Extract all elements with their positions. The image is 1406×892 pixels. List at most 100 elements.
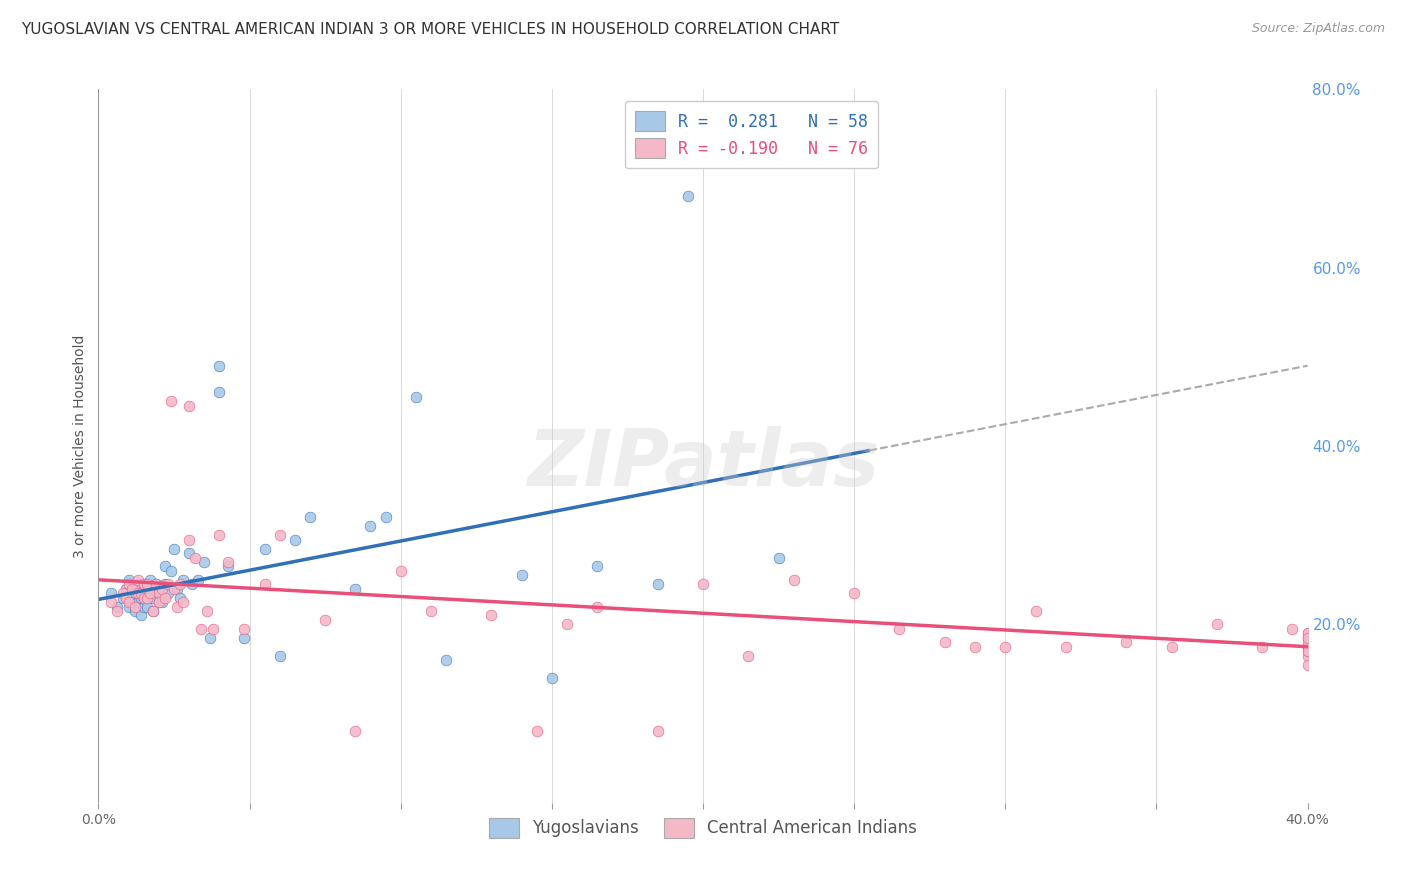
Point — [889, 622, 911, 636]
Point — [163, 541, 186, 556]
Point — [360, 519, 382, 533]
Point — [232, 622, 254, 636]
Point — [148, 595, 170, 609]
Point — [129, 591, 152, 605]
Point — [114, 582, 136, 596]
Point — [132, 599, 155, 614]
Point — [129, 586, 152, 600]
Point — [187, 573, 209, 587]
Point — [269, 528, 291, 542]
Point — [121, 595, 143, 609]
Point — [132, 577, 155, 591]
Point — [127, 595, 149, 609]
Point — [1296, 640, 1319, 654]
Point — [844, 586, 866, 600]
Point — [994, 640, 1017, 654]
Point — [1296, 631, 1319, 645]
Point — [132, 577, 155, 591]
Point — [1296, 640, 1319, 654]
Point — [127, 577, 149, 591]
Point — [510, 568, 533, 582]
Point — [135, 591, 157, 605]
Point — [1296, 644, 1319, 658]
Point — [153, 591, 176, 605]
Point — [150, 582, 173, 596]
Point — [344, 582, 367, 596]
Point — [100, 586, 122, 600]
Point — [132, 591, 155, 605]
Point — [195, 604, 218, 618]
Point — [389, 564, 412, 578]
Point — [253, 541, 276, 556]
Point — [586, 559, 609, 574]
Point — [1296, 631, 1319, 645]
Point — [481, 608, 503, 623]
Point — [142, 604, 165, 618]
Point — [1281, 622, 1303, 636]
Point — [172, 595, 194, 609]
Point — [374, 510, 396, 524]
Point — [100, 595, 122, 609]
Point — [1054, 640, 1077, 654]
Point — [1206, 617, 1229, 632]
Point — [118, 577, 141, 591]
Y-axis label: 3 or more Vehicles in Household: 3 or more Vehicles in Household — [73, 334, 87, 558]
Point — [124, 599, 146, 614]
Point — [1296, 635, 1319, 649]
Point — [934, 635, 956, 649]
Point — [145, 577, 167, 591]
Point — [1296, 648, 1319, 663]
Point — [965, 640, 987, 654]
Point — [179, 399, 201, 413]
Point — [160, 564, 183, 578]
Point — [142, 591, 165, 605]
Point — [184, 550, 207, 565]
Point — [1296, 644, 1319, 658]
Point — [148, 595, 170, 609]
Point — [169, 577, 191, 591]
Point — [208, 359, 231, 373]
Point — [172, 573, 194, 587]
Point — [253, 577, 276, 591]
Point — [156, 586, 179, 600]
Point — [193, 555, 215, 569]
Point — [118, 595, 141, 609]
Point — [118, 599, 141, 614]
Legend: Yugoslavians, Central American Indians: Yugoslavians, Central American Indians — [479, 807, 927, 848]
Point — [148, 586, 170, 600]
Point — [217, 559, 239, 574]
Point — [156, 577, 179, 591]
Point — [555, 617, 578, 632]
Point — [160, 394, 183, 409]
Point — [1251, 640, 1274, 654]
Point — [148, 586, 170, 600]
Point — [190, 622, 212, 636]
Point — [647, 724, 669, 739]
Point — [163, 582, 186, 596]
Point — [647, 577, 669, 591]
Point — [1296, 657, 1319, 672]
Point — [179, 533, 201, 547]
Point — [269, 648, 291, 663]
Point — [1160, 640, 1182, 654]
Point — [540, 671, 562, 685]
Point — [166, 599, 188, 614]
Point — [153, 577, 176, 591]
Point — [420, 604, 443, 618]
Point — [114, 591, 136, 605]
Point — [1296, 640, 1319, 654]
Point — [105, 604, 128, 618]
Point — [202, 622, 225, 636]
Point — [284, 533, 307, 547]
Point — [1296, 640, 1319, 654]
Point — [121, 582, 143, 596]
Point — [208, 385, 231, 400]
Point — [232, 631, 254, 645]
Point — [737, 648, 759, 663]
Point — [1024, 604, 1046, 618]
Point — [142, 604, 165, 618]
Point — [135, 577, 157, 591]
Point — [129, 608, 152, 623]
Point — [127, 573, 149, 587]
Point — [135, 582, 157, 596]
